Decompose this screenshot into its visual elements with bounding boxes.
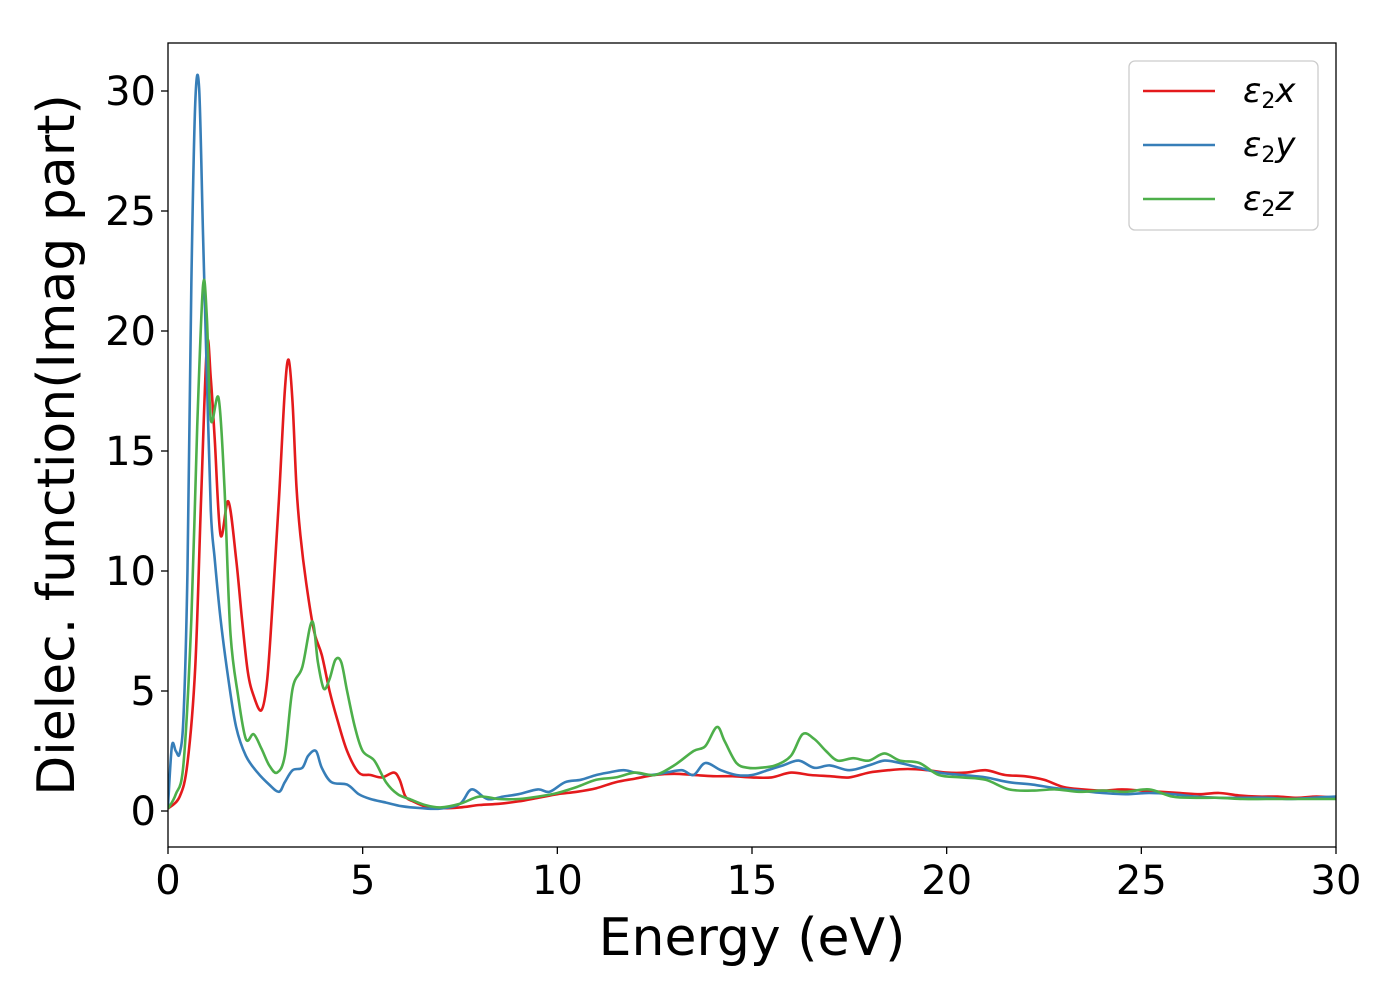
y-tick-label: 0 — [131, 789, 156, 835]
y-axis-title: Dielec. function(Imag part) — [27, 94, 87, 796]
legend-label-y: ε2y — [1243, 125, 1296, 168]
series-line-y — [168, 73, 1336, 811]
y-tick-label: 10 — [105, 549, 156, 595]
x-tick-label: 5 — [350, 858, 375, 904]
x-tick-label: 10 — [532, 858, 583, 904]
legend-label-z: ε2z — [1243, 179, 1294, 222]
x-tick-label: 0 — [155, 858, 180, 904]
legend: ε2x ε2y ε2z — [1128, 60, 1319, 231]
x-axis-title: Energy (eV) — [599, 908, 906, 968]
y-tick-label: 25 — [105, 189, 156, 235]
y-tick-label: 5 — [131, 669, 156, 715]
series-layer — [168, 73, 1336, 811]
y-axis-ticks: 0 5 10 15 20 25 30 — [105, 69, 168, 835]
y-tick-label: 30 — [105, 69, 156, 115]
y-tick-label: 20 — [105, 309, 156, 355]
legend-label-x: ε2x — [1243, 71, 1296, 114]
x-tick-label: 25 — [1116, 858, 1167, 904]
series-line-z — [168, 278, 1336, 810]
x-tick-label: 30 — [1311, 858, 1362, 904]
x-tick-label: 15 — [727, 858, 778, 904]
legend-box — [1128, 60, 1319, 231]
y-tick-label: 15 — [105, 429, 156, 475]
x-tick-label: 20 — [921, 858, 972, 904]
x-axis-ticks: 0 5 10 15 20 25 30 — [155, 847, 1361, 904]
series-line-x — [168, 338, 1336, 810]
